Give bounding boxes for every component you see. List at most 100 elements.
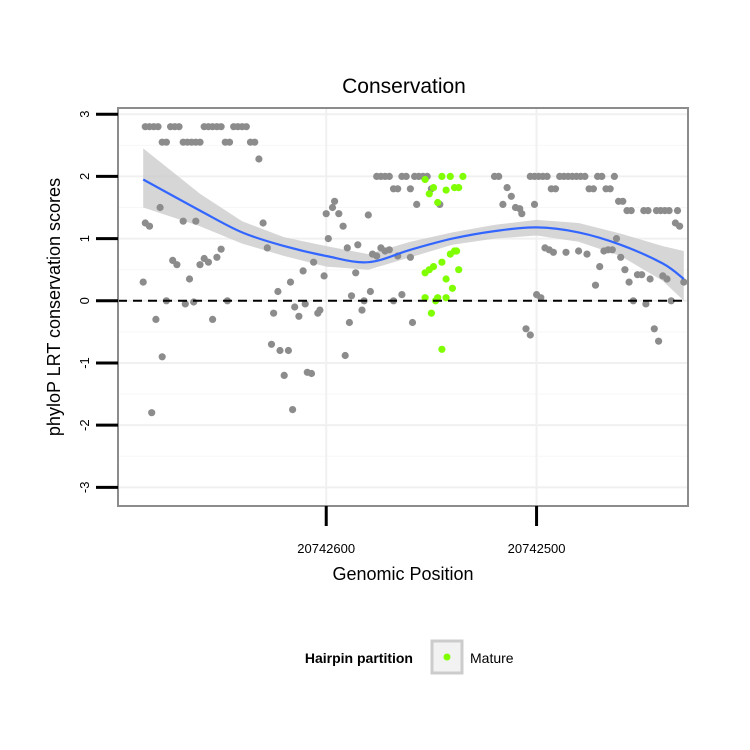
data-point xyxy=(673,207,682,215)
data-point xyxy=(589,185,598,193)
data-point xyxy=(307,369,316,378)
data-point xyxy=(402,172,410,180)
data-point xyxy=(251,138,259,146)
data-point xyxy=(324,235,332,243)
mature-point xyxy=(455,266,463,274)
smooth-ci-band xyxy=(143,148,684,301)
gridlines xyxy=(118,108,688,506)
data-point xyxy=(518,210,526,218)
data-point xyxy=(295,312,303,320)
y-tick-label: 2 xyxy=(77,173,92,180)
data-point xyxy=(173,261,181,269)
data-point xyxy=(341,351,349,360)
data-point xyxy=(213,253,221,261)
data-point xyxy=(154,123,162,131)
data-point xyxy=(217,123,225,131)
data-point xyxy=(650,325,658,333)
data-point xyxy=(413,200,421,208)
data-point xyxy=(316,306,324,314)
data-point xyxy=(263,244,271,252)
data-point xyxy=(507,192,515,200)
x-axis-label: Genomic Position xyxy=(332,564,473,584)
data-point xyxy=(310,258,318,266)
data-point xyxy=(665,207,673,215)
data-point xyxy=(196,261,204,269)
data-point xyxy=(638,271,646,279)
data-point xyxy=(204,258,212,266)
data-point xyxy=(373,252,381,260)
data-point xyxy=(499,200,507,208)
data-point xyxy=(335,210,343,218)
y-tick-label: -2 xyxy=(77,419,92,431)
smooth-line-layer xyxy=(142,178,685,280)
plot-panel xyxy=(118,108,688,506)
data-point xyxy=(289,406,297,414)
data-point xyxy=(608,246,616,254)
data-point xyxy=(352,269,360,277)
plot-border xyxy=(117,107,689,507)
data-point xyxy=(185,275,194,283)
data-point xyxy=(343,244,351,252)
data-point xyxy=(354,241,362,249)
mature-point xyxy=(429,263,438,271)
data-point xyxy=(331,197,339,205)
data-point xyxy=(145,222,154,230)
data-point xyxy=(286,278,295,286)
mature-point xyxy=(442,275,450,283)
y-tick-label: 0 xyxy=(77,297,92,304)
x-tick-label: 20742600 xyxy=(297,541,355,556)
mature-point xyxy=(434,198,442,207)
y-axis-label: phyloP LRT conservation scores xyxy=(44,178,64,436)
mature-point xyxy=(442,294,450,302)
data-point xyxy=(627,207,635,215)
data-point xyxy=(610,172,619,180)
data-point xyxy=(680,278,688,286)
data-point xyxy=(526,331,534,339)
data-point xyxy=(408,318,417,327)
y-tick-label: -1 xyxy=(77,357,92,369)
y-axis: -3 -2 -1 0 1 2 3 xyxy=(77,111,118,493)
y-tick-label: 3 xyxy=(77,111,92,118)
legend-title: Hairpin partition xyxy=(305,650,413,666)
mature-point xyxy=(421,175,429,184)
data-point xyxy=(158,353,166,361)
data-point xyxy=(242,123,250,131)
data-point xyxy=(291,303,299,311)
legend-key-mature-dot xyxy=(443,653,451,661)
data-point xyxy=(596,263,604,271)
mature-point xyxy=(455,184,463,192)
data-point xyxy=(299,267,307,275)
data-point xyxy=(267,340,276,348)
data-point xyxy=(530,200,539,208)
y-tick-label: -3 xyxy=(77,482,92,494)
data-point xyxy=(621,266,629,274)
y-tick-label: 1 xyxy=(77,235,92,242)
data-point xyxy=(358,306,366,314)
data-point xyxy=(328,203,337,212)
data-point xyxy=(301,300,309,308)
data-point xyxy=(345,318,353,327)
legend-label-mature: Mature xyxy=(470,650,514,666)
data-point xyxy=(406,185,414,193)
mature-point xyxy=(438,258,446,266)
data-point xyxy=(181,300,189,308)
smooth-line xyxy=(142,178,685,280)
data-point xyxy=(406,253,414,261)
data-point xyxy=(385,172,393,180)
data-point xyxy=(562,248,570,256)
data-point xyxy=(385,246,393,254)
mature-point xyxy=(459,172,467,180)
data-point xyxy=(612,235,621,243)
data-point xyxy=(366,287,374,296)
data-point xyxy=(339,222,347,230)
data-point xyxy=(606,185,614,193)
data-point xyxy=(617,253,625,261)
data-point xyxy=(398,291,406,299)
data-point xyxy=(162,138,170,146)
data-point xyxy=(209,315,217,323)
mature-point xyxy=(438,345,446,353)
data-point xyxy=(190,298,198,306)
data-point xyxy=(667,297,675,305)
data-point xyxy=(175,123,183,131)
